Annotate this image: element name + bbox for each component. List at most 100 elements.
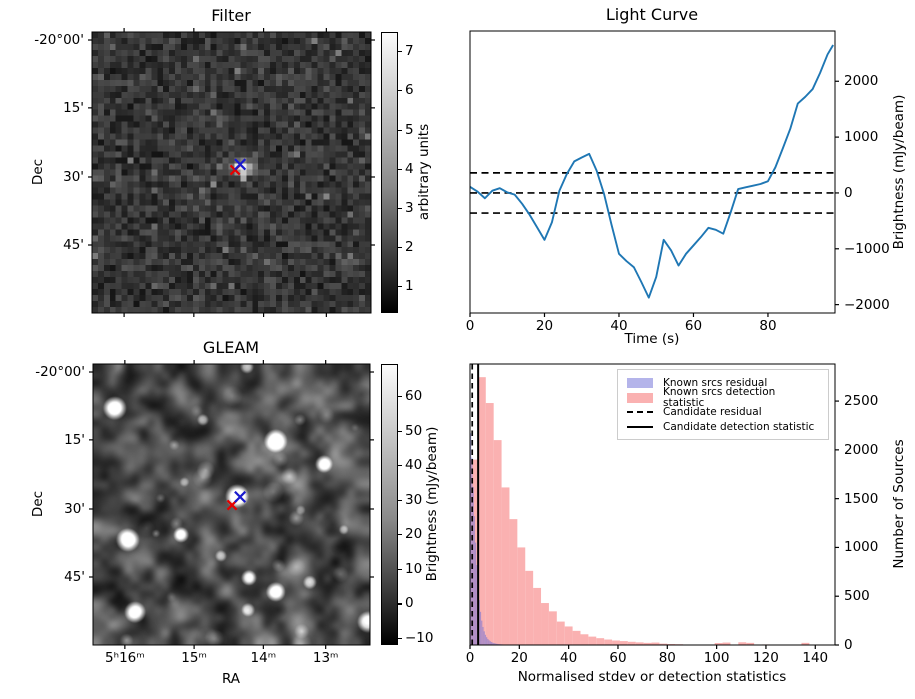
filter-colorbar-tick-label: 7 (405, 43, 414, 60)
filter-colorbar-tick (398, 286, 402, 288)
gleam-colorbar-tick (398, 499, 402, 501)
filter-colorbar-tick-label: 6 (405, 82, 414, 99)
light-curve-ytick-label: 1000 (844, 129, 879, 146)
plot-frame (469, 363, 836, 646)
filter-colorbar-tick (398, 246, 402, 249)
filter-colorbar-tick-label: 5 (405, 121, 414, 138)
histogram-xtick-label: 140 (802, 650, 829, 666)
filter-colorbar-tick (398, 168, 402, 170)
histogram-legend: Known srcs residual Known srcs detection… (617, 369, 829, 440)
filter-ytick-label: 15' (63, 99, 84, 116)
histogram-xtick-label: 100 (703, 650, 730, 666)
histogram-xlabel: Normalised stdev or detection statistics (517, 669, 787, 685)
axis-ticks (89, 360, 374, 649)
legend-item: Candidate residual (627, 405, 819, 420)
legend-item: Known srcs detection statistic (627, 387, 819, 408)
histogram-xtick-label: 60 (609, 650, 627, 666)
gleam-colorbar-label: Brightness (mJy/beam) (424, 426, 440, 582)
gleam-colorbar (381, 364, 398, 645)
threshold-lines (470, 171, 835, 214)
gleam-title: GLEAM (202, 338, 260, 357)
gleam-colorbar-tick (398, 430, 402, 432)
filter-colorbar-label: arbitrary units (416, 123, 432, 221)
known-srcs-detection-statistic-swatch (627, 392, 653, 403)
gleam-colorbar-tick (398, 534, 402, 536)
light-curve-plot (469, 30, 839, 317)
histogram-xtick-label: 80 (658, 650, 676, 666)
gleam-colorbar-tick (398, 396, 402, 398)
candidate-detection-statistic-swatch (627, 425, 653, 428)
histogram-ytick-label: 2000 (844, 441, 879, 458)
legend-label: Candidate detection statistic (663, 420, 815, 433)
gleam-colorbar-tick-label: −10 (405, 629, 434, 646)
histogram-ytick-label: 500 (844, 588, 870, 605)
gleam-xtick-label: 14ᵐ (250, 650, 277, 666)
gleam-xlabel: RA (221, 671, 241, 687)
gleam-ytick-label: 15' (64, 431, 85, 448)
filter-ytick-label: 30' (63, 168, 84, 185)
filter-colorbar-tick-label: 2 (405, 238, 414, 255)
histogram-ytick-label: 1500 (844, 490, 879, 507)
filter-colorbar (381, 32, 398, 313)
histogram-ylabel: Number of Sources (891, 439, 907, 569)
catalog-position-marker (234, 490, 247, 503)
gleam-xtick-label: 5ʰ16ᵐ (105, 650, 145, 666)
histogram-xtick-label: 20 (510, 650, 528, 666)
gleam-colorbar-tick (398, 603, 402, 605)
filter-colorbar-tick-label: 1 (405, 278, 414, 295)
histogram-xtick-label: 120 (753, 650, 779, 666)
filter-ytick-label: -20°00' (34, 32, 84, 48)
legend-item: Known srcs residual (627, 376, 819, 391)
gleam-ytick-label: 45' (64, 568, 85, 585)
histogram-plot (469, 363, 839, 649)
legend-label: Known srcs detection statistic (663, 386, 776, 409)
gleam-xtick-label: 15ᵐ (181, 650, 207, 666)
gleam-colorbar-tick-label: 0 (405, 595, 414, 612)
histogram-ytick-label: 1000 (844, 539, 879, 556)
filter-ylabel: Dec (30, 158, 46, 186)
filter-title: Filter (211, 6, 251, 25)
histogram-ytick-label: 0 (844, 637, 853, 653)
light-curve-xtick-label: 60 (684, 318, 703, 334)
light-curve-line (469, 44, 834, 299)
legend-item: Candidate detection statistic (627, 420, 819, 435)
gleam-colorbar-tick-label: 10 (405, 560, 423, 577)
legend-label: Known srcs residual (663, 377, 768, 389)
histogram-ytick-label: 2500 (844, 393, 879, 410)
gleam-colorbar-tick (398, 465, 402, 467)
light-curve-xtick-label: 20 (535, 318, 554, 334)
legend-label: Candidate residual (663, 406, 762, 418)
light-curve-xtick-label: 80 (759, 318, 777, 334)
histogram-xtick-label: 0 (465, 650, 475, 666)
axis-ticks (88, 28, 375, 317)
light-curve-ytick-label: 0 (844, 184, 853, 201)
candidate-residual-swatch (627, 411, 653, 414)
gleam-xtick-label: 13ᵐ (312, 650, 339, 666)
filter-colorbar-tick (398, 129, 402, 131)
gleam-colorbar-tick (398, 637, 402, 640)
light-curve-ytick-label: −2000 (844, 296, 890, 313)
gleam-ytick-label: -20°00' (35, 364, 85, 380)
filter-colorbar-tick (398, 51, 402, 53)
gleam-axes-overlay (89, 360, 374, 649)
histogram-xtick-label: 40 (560, 650, 578, 666)
gleam-colorbar-tick-label: 20 (405, 526, 423, 543)
axis-ticks (469, 80, 839, 317)
filter-ytick-label: 45' (63, 236, 84, 253)
catalog-position-marker (234, 158, 247, 171)
gleam-colorbar-tick (398, 568, 402, 571)
filter-colorbar-tick (398, 207, 402, 210)
filter-colorbar-tick (398, 90, 402, 92)
filter-colorbar-tick-label: 4 (405, 160, 414, 177)
light-curve-xlabel: Time (s) (624, 331, 680, 347)
gleam-ytick-label: 30' (64, 500, 85, 517)
gleam-ylabel: Dec (30, 490, 46, 518)
gleam-colorbar-tick-label: 50 (405, 422, 423, 439)
light-curve-ytick-label: 2000 (844, 73, 879, 90)
light-curve-xtick-label: 40 (610, 318, 628, 334)
axis-ticks (469, 400, 839, 649)
gleam-colorbar-tick-label: 60 (405, 388, 423, 405)
known-srcs-residual-swatch (627, 378, 653, 389)
light-curve-ytick-label: −1000 (844, 240, 890, 257)
